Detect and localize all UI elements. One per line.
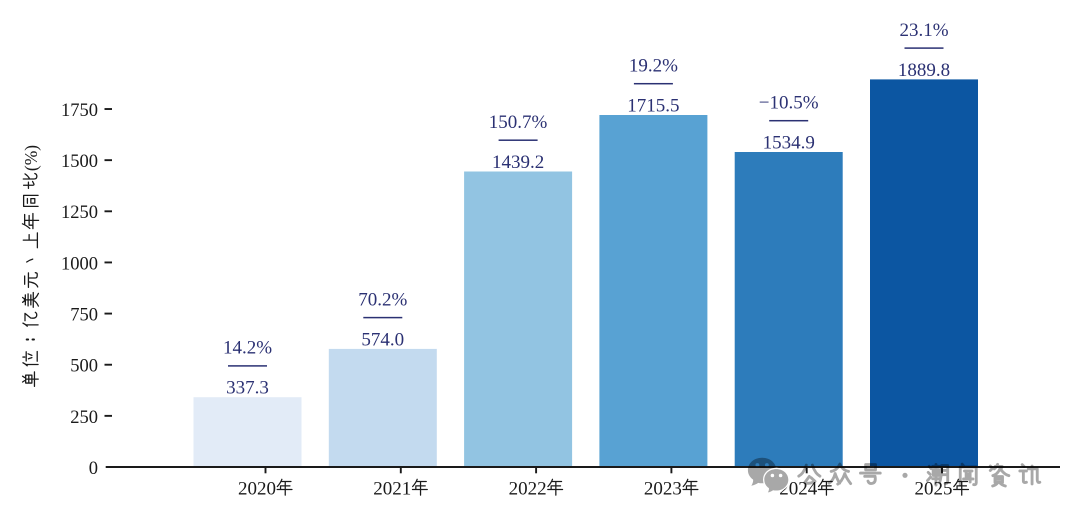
- svg-text:500: 500: [70, 357, 98, 377]
- svg-text:750: 750: [70, 305, 98, 325]
- svg-text:1000: 1000: [61, 254, 98, 274]
- svg-text:150.7%: 150.7%: [489, 112, 548, 133]
- svg-text:23.1%: 23.1%: [899, 20, 948, 41]
- svg-text:14.2%: 14.2%: [223, 338, 272, 359]
- svg-text:1500: 1500: [61, 152, 98, 172]
- svg-text:19.2%: 19.2%: [629, 56, 678, 77]
- svg-text:250: 250: [70, 408, 98, 428]
- svg-text:1750: 1750: [61, 101, 98, 121]
- svg-text:1889.8: 1889.8: [898, 60, 950, 81]
- svg-text:1250: 1250: [61, 203, 98, 223]
- svg-text:2022: 2022: [509, 478, 547, 499]
- svg-text:(%): (%): [21, 145, 41, 171]
- svg-text:1534.9: 1534.9: [763, 133, 815, 154]
- svg-text:2020: 2020: [238, 478, 276, 499]
- svg-text:70.2%: 70.2%: [358, 289, 407, 310]
- svg-text:2021: 2021: [373, 478, 411, 499]
- svg-text:2025: 2025: [915, 478, 953, 499]
- svg-text:−10.5%: −10.5%: [759, 93, 819, 114]
- svg-text:574.0: 574.0: [361, 329, 404, 350]
- svg-text:0: 0: [89, 459, 98, 479]
- svg-text:1715.5: 1715.5: [627, 96, 679, 117]
- svg-text:2023: 2023: [644, 478, 682, 499]
- svg-text:1439.2: 1439.2: [492, 152, 544, 173]
- svg-text:337.3: 337.3: [226, 378, 269, 399]
